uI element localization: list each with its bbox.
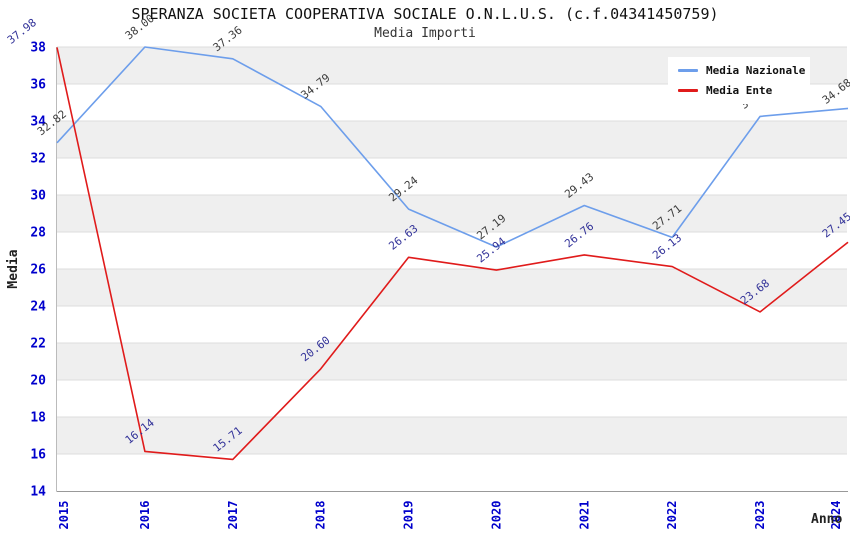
x-axis-title: Anno	[811, 512, 843, 527]
y-axis-title: Media	[6, 249, 21, 289]
chart-title: SPERANZA SOCIETA COOPERATIVA SOCIALE O.N…	[131, 5, 719, 23]
media-ente-line	[56, 47, 849, 461]
legend: Media Nazionale Media Ente	[668, 57, 810, 104]
x-tick-label: 2017	[226, 501, 240, 530]
y-tick-label: 36	[30, 78, 46, 93]
x-tick-label: 2019	[402, 501, 416, 530]
media-ente-line-icon	[678, 89, 698, 92]
legend-label-media-ente: Media Ente	[706, 84, 773, 97]
y-tick-label: 18	[30, 411, 46, 426]
y-tick-label: 16	[30, 448, 46, 463]
y-tick-label: 34	[30, 115, 46, 130]
y-tick-label: 30	[30, 189, 46, 204]
plot-band	[57, 195, 847, 232]
plot-band	[57, 269, 847, 306]
y-tick-label: 38	[30, 41, 46, 56]
y-tick-label: 28	[30, 226, 46, 241]
y-tick-label: 26	[30, 263, 46, 278]
x-tick-label: 2023	[753, 501, 767, 530]
media-nazionale-line-icon	[678, 69, 698, 72]
x-tick-label: 2020	[489, 501, 503, 530]
y-tick-label: 24	[30, 300, 46, 315]
y-tick-label: 32	[30, 152, 46, 167]
plot-band	[57, 121, 847, 158]
x-tick-label: 2024	[829, 501, 843, 530]
y-tick-label: 14	[30, 485, 46, 500]
media-nazionale-line	[56, 46, 849, 248]
x-tick-label: 2022	[665, 501, 679, 530]
y-tick-label: 20	[30, 374, 46, 389]
x-tick-label: 2018	[314, 501, 328, 530]
legend-item-media-ente: Media Ente	[668, 84, 810, 97]
x-tick-label: 2021	[577, 501, 591, 530]
y-tick-label: 22	[30, 337, 46, 352]
chart-subtitle: Media Importi	[374, 26, 476, 41]
x-tick-label: 2016	[138, 501, 152, 530]
legend-label-media-nazionale: Media Nazionale	[706, 64, 806, 77]
plot-band	[57, 343, 847, 380]
plot-band	[57, 417, 847, 454]
legend-item-media-nazionale: Media Nazionale	[668, 64, 810, 77]
x-tick-label: 2015	[57, 501, 71, 530]
